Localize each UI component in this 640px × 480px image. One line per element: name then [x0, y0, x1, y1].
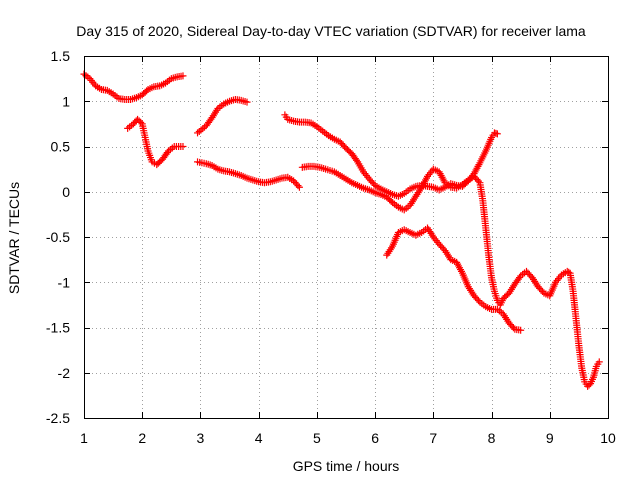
series-arc-4 [194, 158, 303, 191]
tick-layer [84, 56, 609, 419]
series-arc-1 [80, 70, 187, 103]
grid-layer [84, 56, 608, 418]
data-point [595, 358, 603, 366]
data-point [179, 143, 187, 150]
x-tick-label: 2 [138, 430, 146, 446]
y-tick-label: 1 [62, 93, 70, 109]
x-axis-label: GPS time / hours [293, 458, 400, 474]
data-point [137, 118, 145, 126]
x-tick-label: 7 [429, 430, 437, 446]
data-point [294, 182, 302, 190]
y-tick-label: -2.5 [46, 410, 70, 426]
data-layer [80, 70, 603, 390]
x-tick-label: 4 [255, 430, 263, 446]
y-tick-label: 1.5 [51, 48, 71, 64]
data-point [179, 72, 187, 80]
data-point [517, 326, 525, 334]
y-tick-label: 0.5 [51, 139, 71, 155]
x-tick-label: 9 [546, 430, 554, 446]
series-arc-3 [194, 95, 251, 137]
x-tick-label: 6 [371, 430, 379, 446]
x-tick-labels: 1 2 3 4 5 6 7 8 9 10 [80, 430, 616, 446]
x-tick-label: 8 [488, 430, 496, 446]
y-tick-label: 0 [62, 184, 70, 200]
x-tick-label: 10 [600, 430, 616, 446]
y-tick-labels: -2.5 -2 -1.5 -1 -0.5 0 0.5 1 1.5 [46, 48, 70, 426]
y-tick-label: -0.5 [46, 229, 70, 245]
series-arc-7 [383, 224, 525, 334]
x-tick-label: 5 [313, 430, 321, 446]
plot-frame [84, 56, 609, 419]
data-point [295, 183, 303, 191]
series-arc-5 [281, 111, 501, 200]
data-point [163, 149, 171, 157]
data-point [243, 98, 251, 106]
y-tick-label: -2 [58, 365, 71, 381]
data-point [135, 117, 143, 125]
y-axis-label: SDTVAR / TECUs [6, 182, 22, 294]
y-tick-label: -1 [58, 274, 71, 290]
data-point [493, 130, 501, 138]
series-arc-6 [298, 162, 603, 390]
data-point [352, 156, 360, 164]
x-tick-label: 1 [80, 430, 88, 446]
series-arc-2 [124, 115, 187, 169]
y-tick-label: -1.5 [46, 320, 70, 336]
data-point [474, 177, 482, 185]
data-point [134, 115, 142, 123]
data-point [474, 297, 482, 305]
chart-title: Day 315 of 2020, Sidereal Day-to-day VTE… [76, 23, 586, 39]
data-point [516, 274, 524, 282]
x-tick-label: 3 [197, 430, 205, 446]
